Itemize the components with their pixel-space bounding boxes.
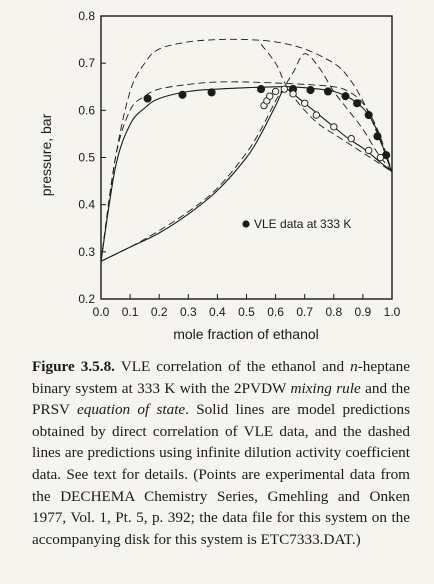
x-tick-label: 0.9 [355,305,372,319]
caption-italic-eos: equation of state [76,401,186,419]
x-axis-ticks: 0.0 0.1 0.2 0.3 0.4 0.5 0.6 0.7 0.8 0.9 1.0 [93,294,401,319]
liquid-data-point [280,85,288,93]
liquid-data-point [301,99,309,107]
y-tick-label: 0.4 [78,198,95,212]
liquid-data-point [312,111,320,119]
vapor-data-point [143,94,152,103]
x-tick-label: 1.0 [384,305,401,319]
vapor-data-point [306,86,315,95]
legend-marker [242,220,250,228]
x-tick-label: 0.6 [267,305,284,319]
y-tick-label: 0.8 [78,9,95,23]
x-tick-label: 0.1 [122,305,139,319]
x-tick-label: 0.0 [93,305,110,319]
vapor-data-point [178,90,187,99]
y-axis-ticks: 0.2 0.3 0.4 0.5 0.6 0.7 0.8 [78,9,106,306]
x-tick-label: 0.4 [209,305,226,319]
solid-model-curve [100,88,393,262]
caption-text-2: -heptane binary system at 333 K with the… [32,358,410,397]
x-axis-label: mole fraction of ethanol [173,326,319,342]
data-points [143,85,391,162]
y-tick-label: 0.3 [78,245,95,259]
legend-label: VLE data at 333 K [254,217,351,231]
liquid-data-point [330,123,338,131]
vapor-data-point [207,88,216,97]
vapor-data-point [323,87,333,96]
liquid-data-point [289,90,297,98]
caption-italic-mixing-rule: mixing rule [290,379,361,397]
x-tick-label: 0.7 [296,305,313,319]
caption-italic-n: n [350,358,358,375]
y-tick-label: 0.7 [78,56,95,70]
caption-text-1: VLE correlation of the ethanol and [114,358,351,375]
dashed-prediction-curve [100,81,393,262]
vapor-data-point [256,85,266,94]
figure-label: Figure 3.5.8. [32,358,115,375]
x-tick-label: 0.5 [238,305,255,319]
liquid-data-point [266,92,274,100]
vapor-data-point [341,92,350,101]
x-tick-label: 0.8 [325,305,342,319]
dashed-prediction-curve [260,44,393,173]
liquid-data-point [376,153,385,162]
x-tick-label: 0.2 [151,305,168,319]
caption-text-3: and the PRSV [32,379,410,419]
solid-model-curve [100,86,393,262]
y-tick-label: 0.2 [78,292,95,306]
vle-chart: 0.0 0.1 0.2 0.3 0.4 0.5 0.6 0.7 0.8 0.9 1.0 0.2 0.3… [38,9,401,342]
vapor-data-point [353,99,362,108]
y-axis-label: pressure, bar [38,113,54,196]
dashed-prediction-curve [100,38,393,262]
legend: VLE data at 333 K [242,217,351,231]
y-tick-label: 0.5 [78,151,95,165]
liquid-data-point [365,146,373,155]
vapor-data-point [373,132,382,141]
x-tick-label: 0.3 [180,305,197,319]
caption-text-4: . Solid lines are model predictions obta… [32,401,410,548]
vapor-data-point [364,111,373,120]
liquid-data-point [347,134,355,143]
liquid-data-point [271,87,280,96]
figure-caption: Figure 3.5.8. VLE correlation of the eth… [32,356,410,550]
y-tick-label: 0.6 [78,103,95,117]
